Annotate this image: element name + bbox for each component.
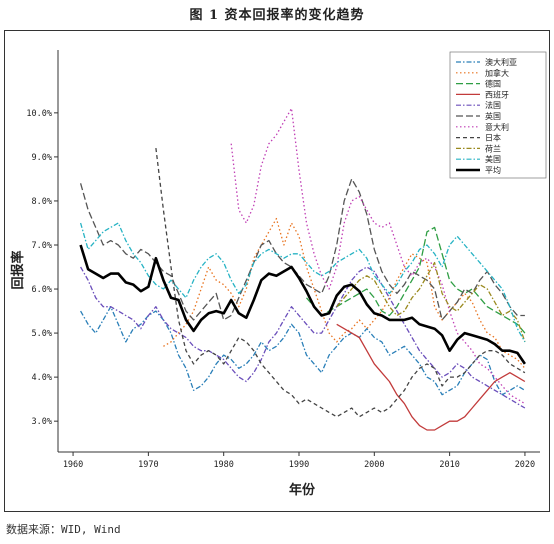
legend-label-7: 意大利 [485,122,509,132]
legend-label-4: 西班牙 [485,89,509,99]
legend-label-6: 英国 [485,111,501,121]
x-tick-label: 2020 [515,460,535,470]
y-tick-label: 4.0% [32,373,52,383]
series-line-8 [156,148,525,417]
legend-label-11: 平均 [485,165,501,175]
legend-label-2: 加拿大 [485,68,509,78]
y-tick-label: 10.0% [26,109,52,119]
x-tick-label: 1980 [213,460,233,470]
data-source: 数据来源：WID, Wind [6,521,121,537]
y-tick-label: 3.0% [32,417,52,427]
y-tick-label: 9.0% [32,153,52,163]
x-axis-label: 年份 [289,482,316,498]
x-tick-label: 2010 [439,460,459,470]
y-ticks: 3.0% 4.0% 5.0% 6.0% 7.0% 8.0% 9.0% 10.0% [26,109,58,427]
line-chart: 3.0%4.0%5.0%6.0%7.0%8.0%9.0%10.0% 1960 19… [0,0,554,516]
y-tick-label: 7.0% [32,241,52,251]
legend-label-1: 澳大利亚 [485,57,517,67]
y-tick-label: 6.0% [32,285,52,295]
x-tick-label: 2000 [364,460,384,470]
series-line-4 [337,324,525,430]
legend-label-10: 美国 [485,154,501,164]
legend-label-9: 荷兰 [485,143,501,153]
series-line-2 [163,219,525,369]
y-axis-label: 回报率 [10,250,26,289]
legend-label-3: 德国 [485,79,501,89]
legend-label-5: 法国 [485,100,501,110]
y-tick-label: 8.0% [32,197,52,207]
legend-label-8: 日本 [485,133,501,143]
y-tick-label: 5.0% [32,329,52,339]
x-tick-label: 1990 [289,460,309,470]
x-tick-label: 1960 [63,460,83,470]
series-line-1 [81,307,525,395]
x-ticks: 1960 1970 1980 1990 2000 2010 2020 [63,452,535,470]
x-tick-label: 1970 [138,460,158,470]
